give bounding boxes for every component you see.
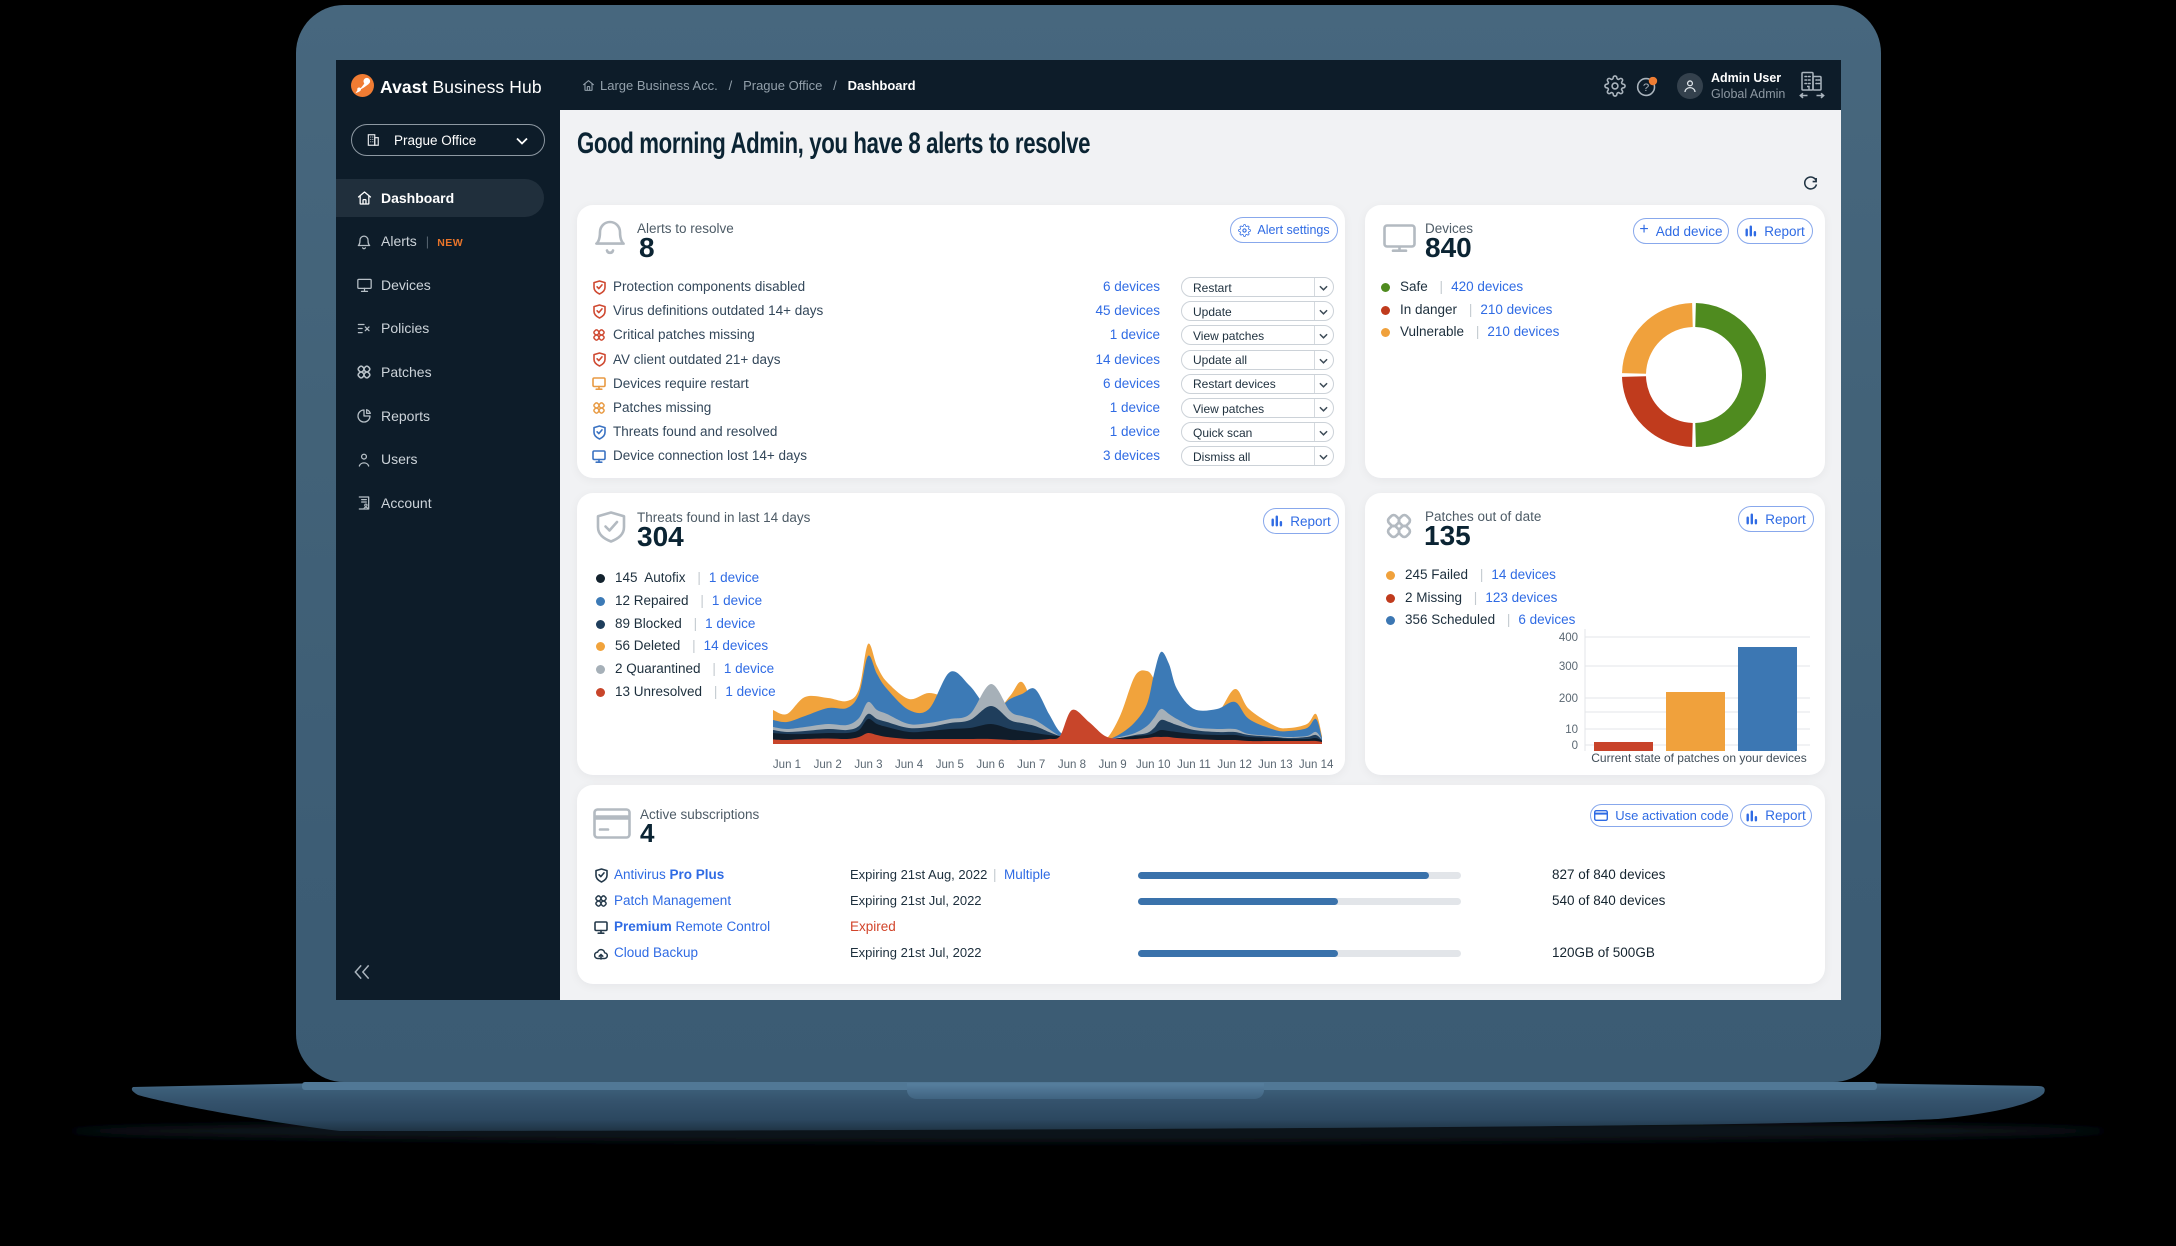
svg-text:200: 200 [1559,693,1578,705]
svg-text:Jun 6: Jun 6 [976,759,1004,771]
svg-text:Jun 9: Jun 9 [1099,759,1127,771]
svg-text:300: 300 [1559,661,1578,673]
svg-text:400: 400 [1559,632,1578,644]
svg-text:Jun 1: Jun 1 [773,759,801,771]
svg-text:Jun 14: Jun 14 [1299,759,1334,771]
svg-text:Jun 8: Jun 8 [1058,759,1086,771]
svg-text:Jun 3: Jun 3 [854,759,882,771]
svg-text:Jun 4: Jun 4 [895,759,924,771]
svg-text:10: 10 [1565,724,1578,736]
svg-text:Jun 7: Jun 7 [1017,759,1045,771]
svg-text:Jun 5: Jun 5 [936,759,964,771]
svg-text:Current state of patches on yo: Current state of patches on your devices [1591,751,1806,765]
svg-text:0: 0 [1572,740,1578,752]
svg-text:Jun 10: Jun 10 [1136,759,1171,771]
svg-text:Jun 2: Jun 2 [814,759,842,771]
svg-text:Jun 12: Jun 12 [1217,759,1252,771]
svg-text:?: ? [1643,82,1649,94]
svg-text:Jun 11: Jun 11 [1177,759,1211,771]
svg-text:Jun 13: Jun 13 [1258,759,1293,771]
